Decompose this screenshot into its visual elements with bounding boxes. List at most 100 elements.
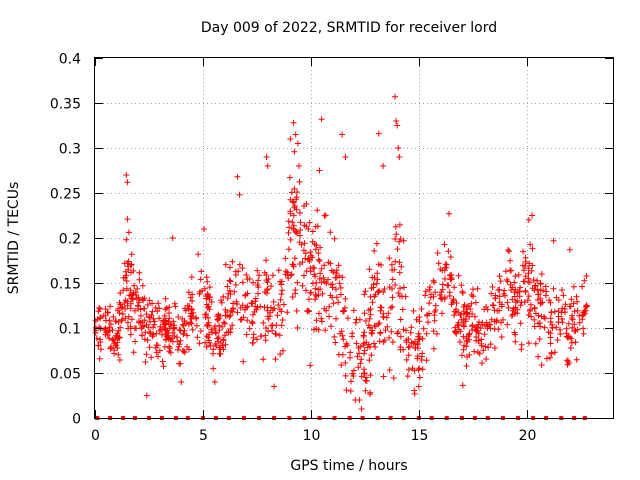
data-point [566,246,573,253]
data-point [353,340,360,347]
data-point [338,328,345,335]
data-point [428,291,434,298]
data-point [504,299,511,306]
data-point [335,299,342,306]
data-point [414,341,421,348]
data-point [148,312,155,319]
y-tick-label: 0.2 [59,232,81,248]
data-point [455,272,462,279]
data-point [439,310,445,317]
data-point [186,346,192,353]
data-point [392,258,399,265]
data-point [396,154,403,160]
data-point [525,340,532,347]
data-point [339,131,346,138]
data-point [355,345,362,351]
data-point [179,315,186,322]
data-point [125,313,132,320]
data-point [216,350,223,357]
data-point [330,300,337,307]
data-point [304,256,311,263]
data-point [386,255,393,262]
data-point [309,238,316,245]
data-point [512,273,519,280]
data-point [419,335,426,342]
data-point [272,356,279,363]
data-point [233,298,240,305]
data-point [321,212,328,219]
y-tick-label: 0.15 [50,277,81,293]
data-point [128,251,135,258]
data-point [335,351,342,358]
data-point [507,257,514,264]
data-point [580,325,587,332]
data-point [326,313,333,320]
data-point [107,303,114,310]
data-point [463,343,470,350]
data-point [369,299,376,306]
data-point [128,261,135,268]
data-point [350,367,357,374]
data-point [405,366,412,373]
data-point [400,346,407,353]
data-point [326,303,333,310]
data-point [189,326,196,333]
data-point [279,287,286,294]
data-point [511,293,518,300]
data-point [420,325,427,332]
data-point [167,321,174,328]
data-point [430,277,437,284]
data-point [553,324,560,331]
data-point [250,279,257,286]
data-point [343,340,350,347]
data-point [418,306,425,312]
data-point [284,309,291,316]
data-point [174,346,181,353]
data-point [275,267,282,274]
data-point [108,343,114,350]
data-point [432,307,439,313]
data-point [399,293,405,300]
data-point [500,316,506,323]
data-point [487,325,494,332]
data-point [491,345,498,351]
data-point [236,261,243,268]
data-point [161,343,168,350]
data-point [376,338,383,345]
data-point [514,306,521,313]
data-point [528,267,535,274]
data-point [574,298,581,305]
data-point [136,269,143,276]
data-point [304,308,311,315]
data-point [568,296,575,303]
data-point [193,314,200,321]
data-point [153,349,160,356]
data-point [262,337,269,344]
data-point [285,229,292,236]
data-point [146,344,153,351]
data-point [342,295,349,302]
data-point [265,316,272,322]
data-point [290,225,297,232]
data-point [524,297,531,304]
data-point [269,272,276,279]
data-point [396,259,403,266]
data-point [512,299,519,306]
data-point [211,325,218,332]
data-point [123,278,130,284]
data-point [224,283,231,290]
data-point [215,334,222,341]
x-axis: 0 5 10 15 20 [91,58,536,444]
data-point [579,316,586,323]
data-point [459,382,466,389]
data-point [396,221,403,228]
data-point [357,360,364,367]
data-point [280,301,287,308]
data-point [570,283,577,290]
data-point [581,308,588,315]
data-point [303,223,310,230]
data-point [361,329,368,336]
data-point [360,332,367,339]
data-point [441,295,448,302]
data-point [415,366,422,373]
